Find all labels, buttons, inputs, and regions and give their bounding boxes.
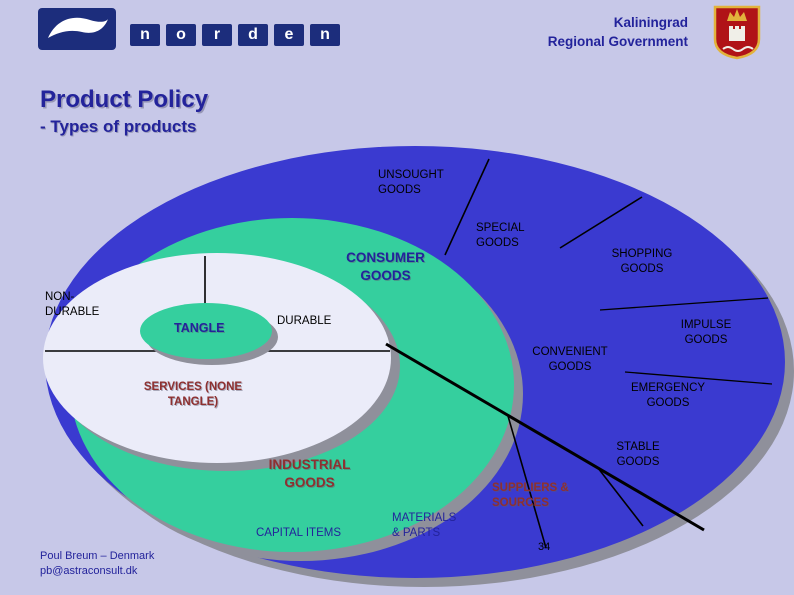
author-name: Poul Breum – Denmark [40,550,155,562]
label-services-none-tangle: SERVICES (NONE TANGLE) [143,381,243,408]
logo-letter: n [130,24,160,46]
logo-letter: o [166,24,196,46]
kaliningrad-coat-of-arms [712,4,762,65]
government-line1: Kaliningrad [613,15,688,30]
crown-shape [727,9,747,21]
page-subtitle: - Types of products [40,117,197,136]
norden-logo-emblem [38,8,116,50]
waves-shape [722,46,754,52]
swoosh-icon [48,17,108,38]
logo-letter: d [238,24,268,46]
label-emergency-goods: EMERGENCY GOODS [630,382,706,409]
author-email: pb@astraconsult.dk [40,564,138,577]
label-special-goods: SPECIAL GOODS [476,222,525,249]
label-consumer-goods: CONSUMER GOODS [346,250,425,283]
government-line2: Regional Government [547,34,688,49]
page-number: 34 [538,541,551,553]
label-unsought-goods: UNSOUGHT GOODS [378,169,444,196]
label-non-durable: NON- DURABLE [45,291,100,318]
logo-letter: e [274,24,304,46]
logo-letter: r [202,24,232,46]
label-convenient-goods: CONVENIENT GOODS [532,346,608,373]
label-stable-goods: STABLE GOODS [616,441,660,468]
label-materials-parts: MATERIALS & PARTS [392,512,457,539]
label-industrial-goods: INDUSTRIAL GOODS [268,457,351,490]
logo-letter: n [310,24,340,46]
label-capital-items: CAPITAL ITEMS [256,527,341,539]
government-name: Kaliningrad Regional Government [470,13,688,51]
sector-divider-lines [385,158,773,549]
tangle-ellipse [140,303,272,359]
label-suppliers-sources: SUPPLIERS & SOURCES [492,482,569,509]
label-shopping-goods: SHOPPING GOODS [611,248,673,275]
label-durable: DURABLE [277,315,332,327]
norden-logo-wordmark: n o r d e n [130,24,340,46]
label-impulse-goods: IMPULSE GOODS [680,319,732,346]
footer-credit: Poul Breum – Denmark pb@astraconsult.dk [40,549,154,579]
page-title: Product Policy [40,86,209,113]
fort-shape [729,26,745,41]
label-tangle: TANGLE [174,321,225,335]
